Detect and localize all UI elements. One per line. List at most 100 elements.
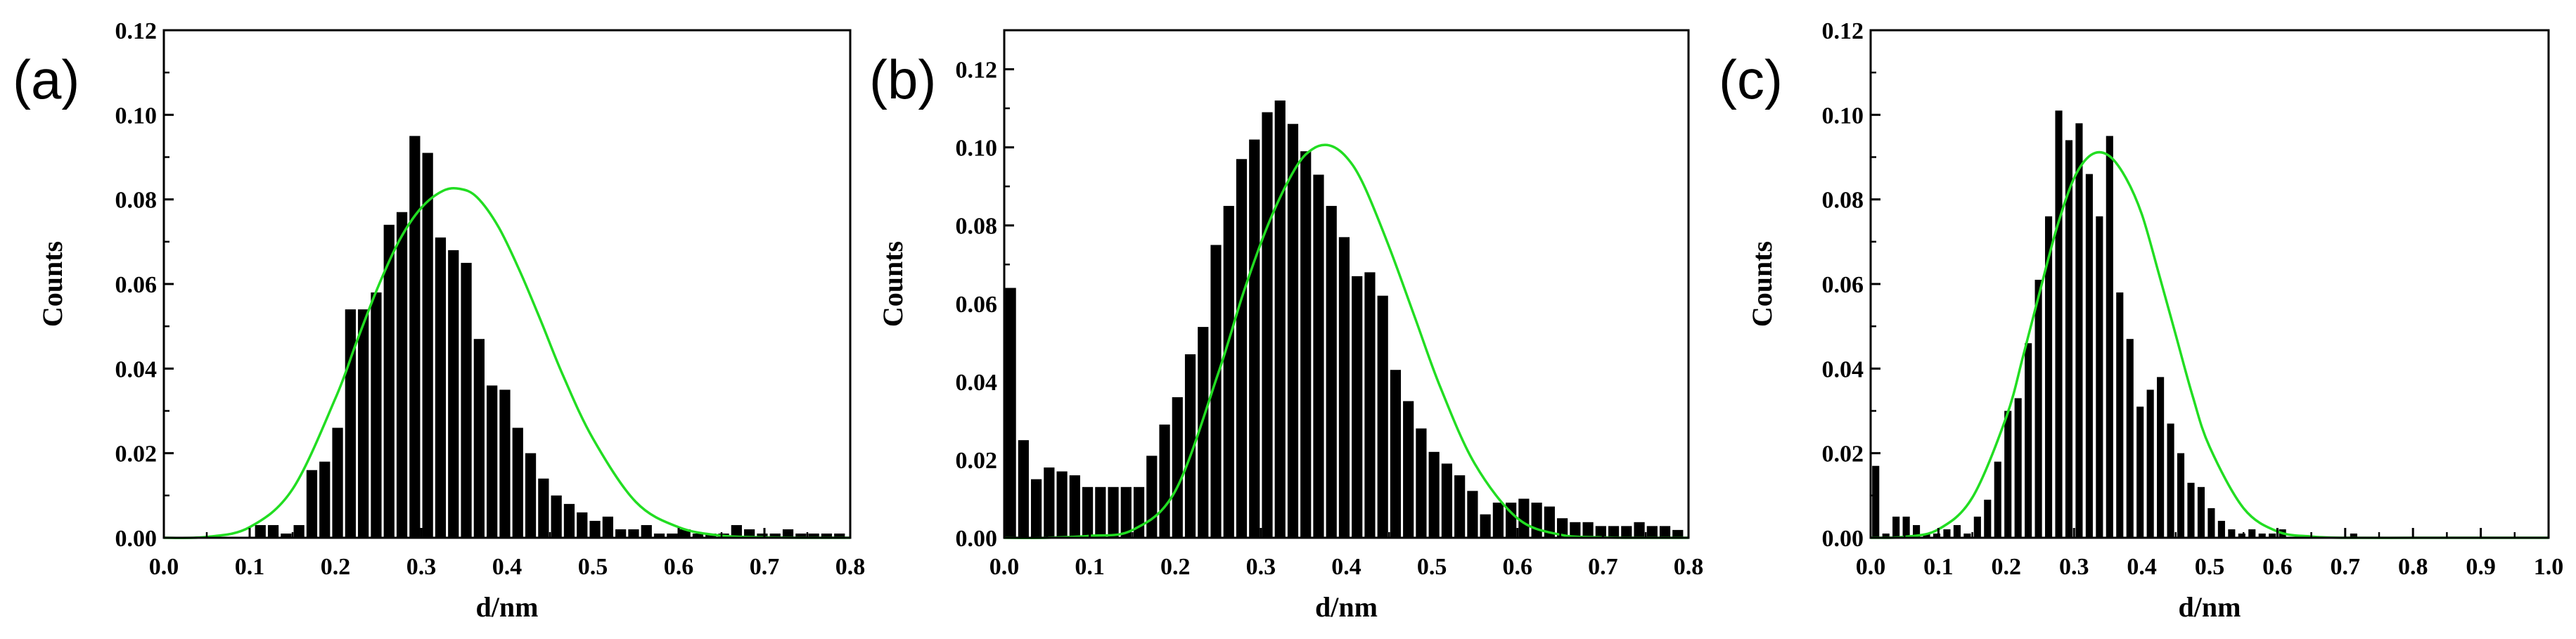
bar (1953, 524, 1961, 538)
bar (1159, 424, 1170, 538)
x-tick-label: 0.6 (1503, 554, 1533, 580)
bar (1454, 475, 1466, 538)
y-tick-label: 0.02 (956, 448, 998, 474)
bar (461, 262, 472, 538)
y-axis-ticks: 0.00 0.02 0.04 0.06 0.08 0.10 0.12 (1822, 18, 1880, 552)
bar (332, 427, 343, 538)
bar (1480, 514, 1491, 538)
bar (2065, 140, 2073, 538)
bar (1069, 475, 1080, 538)
bar (1659, 526, 1671, 538)
bar (1172, 397, 1183, 538)
bar (2004, 411, 2012, 538)
x-tick-label: 0.5 (1417, 554, 1447, 580)
y-tick-label: 0.08 (115, 188, 158, 214)
y-tick-label: 0.00 (956, 526, 998, 552)
y-tick-label: 0.02 (115, 441, 158, 467)
x-tick-label: 0.4 (2127, 554, 2157, 580)
bar (1467, 491, 1478, 538)
x-tick-label: 0.8 (835, 554, 866, 580)
bar (1984, 499, 1992, 538)
x-tick-label: 0.7 (1588, 554, 1618, 580)
bar (1872, 465, 1880, 538)
y-tick-label: 0.08 (956, 214, 998, 240)
bar (589, 520, 601, 538)
bar (1428, 451, 1440, 538)
y-tick-label: 0.10 (956, 136, 998, 162)
bar (2207, 508, 2215, 538)
bar (1441, 463, 1453, 538)
bar (473, 339, 485, 538)
histogram-bars (1872, 110, 2357, 538)
bar (769, 533, 781, 538)
bar (795, 533, 807, 538)
bar (1326, 205, 1337, 538)
y-axis-ticks: 0.00 0.02 0.04 0.06 0.08 0.10 0.12 (956, 58, 1014, 552)
bar (1352, 276, 1363, 538)
bar (1621, 526, 1632, 538)
bar (1031, 479, 1042, 538)
bar (448, 250, 459, 538)
panel-3: 0.0 0.1 0.2 0.3 0.4 0.5 0.6 0.7 0.8 0.9 1.00.000.0… (1719, 18, 2563, 623)
bar (1672, 529, 1684, 538)
bar (2106, 136, 2113, 538)
y-tick-label: 0.12 (115, 18, 158, 44)
y-tick-label: 0.12 (956, 58, 998, 84)
bar (1287, 124, 1299, 538)
x-tick-label: 0.8 (2398, 554, 2428, 580)
bar (563, 503, 575, 538)
bar (2075, 123, 2083, 538)
y-tick-label: 0.04 (115, 356, 158, 382)
bar (1933, 533, 1941, 538)
bar (2157, 377, 2165, 538)
y-axis-ticks: 0.00 0.02 0.04 0.06 0.08 0.10 0.12 (115, 18, 174, 552)
x-tick-label: 0.7 (750, 554, 780, 580)
bar (1544, 506, 1555, 538)
bar (1416, 428, 1427, 538)
bar (383, 224, 395, 538)
bar (2034, 279, 2042, 538)
bar (1274, 100, 1286, 538)
x-axis-ticks: 0.0 0.1 0.2 0.3 0.4 0.5 0.6 0.7 0.8 0.9 1.0 (1856, 528, 2563, 580)
x-tick-label: 0.3 (1246, 554, 1276, 580)
bar (512, 427, 523, 538)
bar (1249, 139, 1260, 538)
bar (2177, 453, 2185, 538)
x-tick-label: 0.2 (321, 554, 351, 580)
panel-label: (c) (1719, 49, 1783, 110)
x-tick-label: 0.9 (2466, 554, 2496, 580)
bar (2116, 292, 2124, 538)
x-tick-label: 0.1 (1923, 554, 1954, 580)
bar (2248, 529, 2256, 538)
bar (2197, 486, 2205, 538)
bar (1377, 295, 1388, 538)
x-tick-label: 0.4 (1331, 554, 1361, 580)
bar (1902, 516, 1910, 538)
bar (358, 309, 369, 538)
bar (757, 533, 768, 538)
bar (1882, 533, 1890, 538)
bar (538, 478, 549, 538)
y-tick-label: 0.04 (1822, 356, 1864, 382)
bar (628, 529, 639, 538)
x-axis-title: d/nm (2179, 591, 2241, 623)
bar (602, 516, 613, 538)
bar (1108, 486, 1119, 538)
bar (782, 529, 794, 538)
bar (1338, 237, 1350, 538)
bar (1943, 529, 1951, 538)
bar (1082, 486, 1094, 538)
x-tick-label: 0.0 (149, 554, 179, 580)
bar (1403, 401, 1414, 538)
bar (1044, 467, 1055, 538)
y-tick-label: 0.00 (115, 526, 158, 552)
bar (1994, 461, 2001, 538)
bar (731, 524, 742, 538)
bar (834, 533, 845, 538)
bar (2126, 339, 2134, 538)
y-tick-label: 0.06 (115, 272, 158, 298)
y-tick-label: 0.00 (1822, 526, 1864, 552)
bar (1531, 503, 1542, 538)
bar (2014, 398, 2022, 538)
bar (293, 524, 305, 538)
